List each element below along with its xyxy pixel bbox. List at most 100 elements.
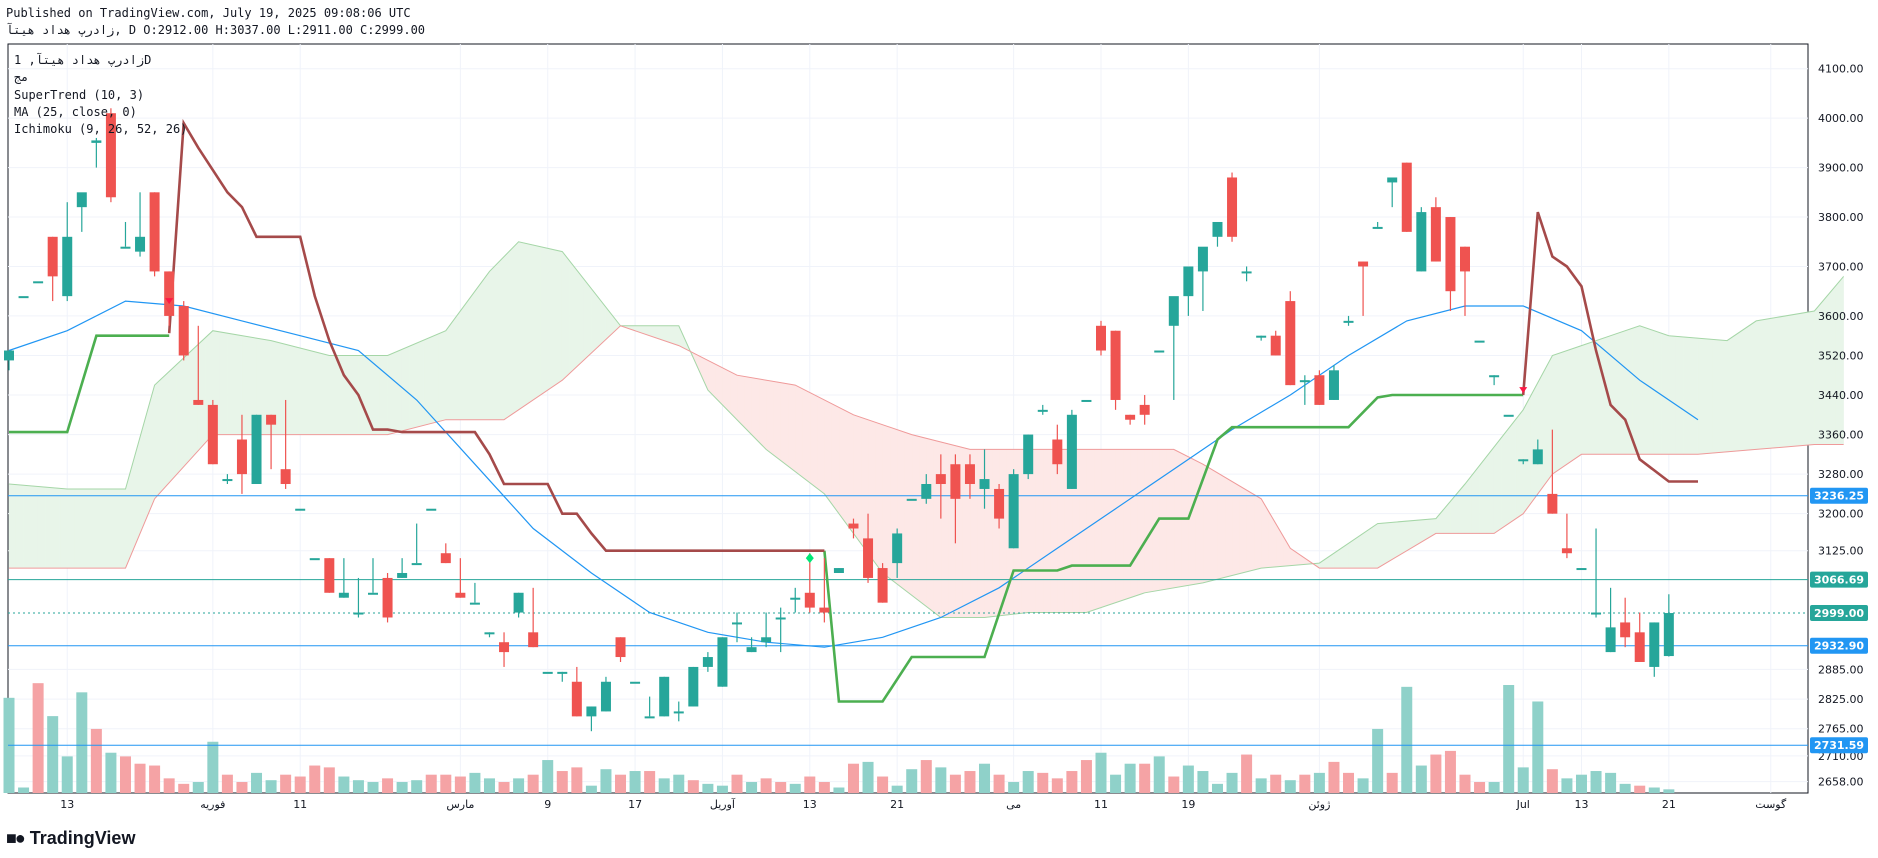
ichimoku-cloud-segment: [1100, 449, 1109, 609]
volume-bar: [483, 778, 495, 793]
volume-bar: [1037, 772, 1049, 793]
volume-bar: [760, 778, 772, 793]
tradingview-logo[interactable]: ■● TradingView: [6, 828, 135, 849]
ichimoku-cloud-segment: [496, 255, 505, 421]
volume-bar: [411, 780, 423, 793]
ichimoku-cloud-segment: [460, 300, 468, 421]
price-tag: [1810, 737, 1868, 754]
candle-body: [1532, 449, 1543, 465]
volume-bar: [1284, 780, 1296, 793]
ichimoku-cloud-segment: [780, 382, 789, 467]
ichimoku-cloud-segment: [1734, 330, 1742, 452]
volume-bar: [658, 778, 670, 793]
volume-bar: [1255, 778, 1267, 793]
volume-bar: [993, 774, 1005, 793]
candle-body: [1299, 380, 1310, 383]
ichimoku-cloud-segment: [904, 431, 913, 596]
volume-bar: [847, 763, 859, 793]
ichimoku-cloud-segment: [37, 486, 46, 569]
ichimoku-cloud-segment: [1675, 335, 1684, 455]
volume-bar: [454, 776, 466, 793]
ichimoku-cloud-segment: [379, 355, 388, 435]
ichimoku-cloud-segment: [1806, 310, 1815, 446]
ichimoku-cloud-segment: [1566, 347, 1575, 465]
volume-bar: [1066, 771, 1078, 793]
volume-bar: [877, 776, 889, 793]
candle-body: [775, 617, 786, 620]
candle-body: [1634, 632, 1645, 662]
ohlc-caption: زادرپ هداد هیتآ, D O:2912.00 H:3037.00 L…: [6, 23, 426, 37]
volume-bar: [338, 776, 350, 793]
ichimoku-cloud-segment: [591, 287, 599, 354]
candle-body: [935, 474, 946, 485]
ichimoku-cloud-segment: [1464, 473, 1473, 534]
ichimoku-cloud-segment: [1719, 339, 1728, 453]
ichimoku-cloud-segment: [787, 383, 796, 473]
volume-bar: [1270, 774, 1282, 793]
volume-bar: [1153, 756, 1165, 793]
price-tag: [1810, 487, 1868, 504]
candle-body: [1066, 414, 1077, 489]
candle-body: [62, 236, 73, 297]
candle-body: [149, 192, 160, 272]
ichimoku-cloud-segment: [1035, 449, 1044, 613]
candle-body: [309, 558, 320, 561]
price-tag-label: 3066.69: [1814, 574, 1864, 587]
volume-bar: [1182, 765, 1194, 793]
candle-body: [164, 271, 175, 316]
legend-ma[interactable]: MA (25, close, 0): [14, 105, 137, 119]
volume-bar: [1532, 701, 1544, 793]
volume-bar: [90, 728, 102, 793]
ichimoku-cloud-segment: [1370, 522, 1378, 569]
volume-bar: [702, 783, 714, 793]
ichimoku-cloud-segment: [292, 345, 301, 435]
ma-line: [8, 300, 1699, 648]
supertrend-up-line: [9, 334, 1524, 703]
candle-body: [135, 236, 146, 252]
volume-bar: [1488, 782, 1500, 793]
ichimoku-cloud-segment: [743, 376, 752, 436]
ichimoku-cloud-segment: [896, 429, 905, 591]
ichimoku-cloud-segment: [474, 280, 483, 421]
candle-body: [921, 484, 932, 499]
ichimoku-cloud-segment: [1581, 342, 1590, 455]
volume-bar: [1590, 771, 1602, 793]
volume-bar: [192, 782, 204, 793]
supertrend-down-line: [167, 118, 1698, 552]
ichimoku-cloud-segment: [1253, 493, 1262, 571]
candle-body: [1212, 221, 1223, 237]
candle-body: [338, 592, 349, 598]
price-tag-label: 3236.25: [1814, 490, 1864, 503]
ichimoku-cloud-segment: [394, 348, 403, 434]
candle-body: [1401, 162, 1412, 232]
volume-bar: [920, 760, 932, 793]
volume-bar: [775, 782, 787, 793]
ichimoku-cloud-segment: [1814, 301, 1823, 445]
volume-bar: [1008, 782, 1020, 793]
legend-supertrend[interactable]: SuperTrend (10, 3): [14, 88, 145, 102]
ichimoku-cloud-segment: [81, 488, 90, 569]
candle-body: [469, 602, 480, 605]
ichimoku-cloud-segment: [110, 488, 119, 569]
ichimoku-cloud-segment: [1239, 485, 1247, 575]
ichimoku-cloud-segment: [576, 269, 585, 368]
volume-bar: [979, 763, 991, 793]
volume-bar: [440, 774, 452, 793]
candle-body: [659, 676, 670, 717]
candle-body: [994, 488, 1005, 519]
x-tick-label: ژوئن: [1308, 798, 1330, 811]
ichimoku-cloud-segment: [45, 486, 53, 569]
price-tag: [1810, 637, 1868, 654]
ichimoku-cloud-segment: [416, 339, 425, 428]
candle-body: [528, 632, 539, 648]
ichimoku-cloud-segment: [1610, 332, 1619, 455]
volume-bar: [61, 756, 73, 793]
volume-bar: [207, 741, 219, 793]
ichimoku-cloud-segment: [438, 330, 447, 422]
ichimoku-cloud-segment: [1668, 335, 1677, 455]
ichimoku-cloud-segment: [278, 342, 286, 435]
candle-body: [266, 414, 277, 425]
legend-ichimoku[interactable]: Ichimoku (9, 26, 52, 26): [14, 122, 188, 136]
y-tick-label: 2885.00: [1818, 663, 1864, 676]
volume-bar: [1605, 772, 1617, 793]
